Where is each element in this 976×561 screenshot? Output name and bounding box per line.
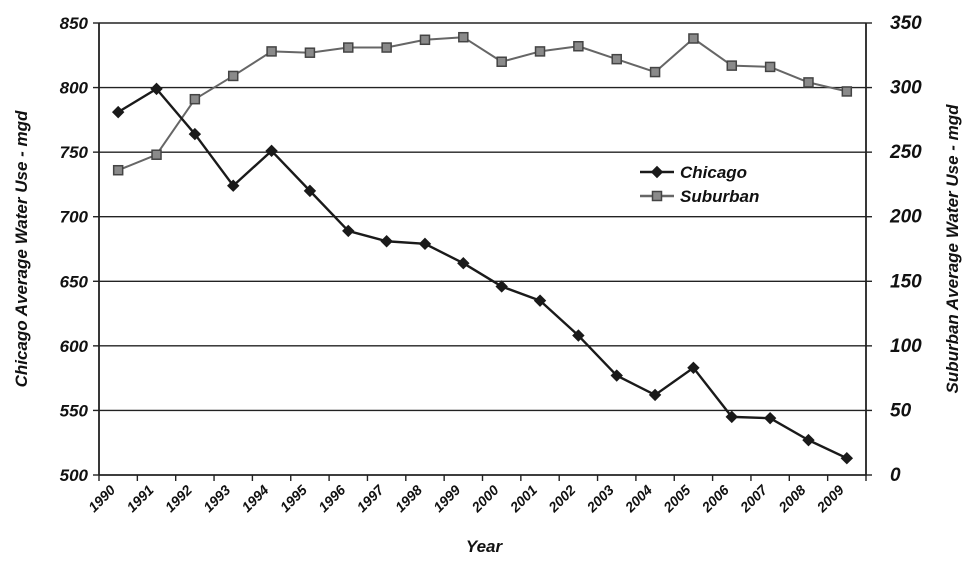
chicago-point bbox=[188, 127, 202, 141]
left-y-tick-label: 750 bbox=[60, 143, 89, 162]
legend-label-suburban: Suburban bbox=[680, 187, 759, 206]
x-tick-label: 1999 bbox=[430, 482, 463, 515]
right-y-tick-label: 0 bbox=[890, 465, 901, 486]
axes: 500 550 600 650 700 750 800 850 0 50 100 150 200 250 3… bbox=[60, 13, 923, 516]
right-y-tick-label: 300 bbox=[890, 78, 922, 99]
suburban-point bbox=[841, 86, 853, 97]
chicago-point bbox=[227, 179, 240, 192]
series bbox=[111, 31, 854, 465]
legend-item-chicago: Chicago bbox=[640, 163, 747, 182]
right-y-tick-label: 250 bbox=[889, 142, 922, 163]
suburban-point bbox=[266, 46, 277, 57]
legend-swatch-marker bbox=[650, 165, 664, 179]
suburban-point bbox=[112, 164, 124, 176]
right-y-axis-title: Suburban Average Water Use - mgd bbox=[943, 104, 962, 394]
x-tick-label: 2008 bbox=[775, 482, 809, 516]
right-y-tick-label: 100 bbox=[890, 336, 922, 357]
legend-swatch-marker bbox=[651, 190, 663, 202]
chicago-point bbox=[533, 294, 547, 307]
x-tick-label: 1991 bbox=[123, 482, 156, 515]
series-chicago bbox=[111, 82, 854, 465]
gridlines bbox=[99, 22, 866, 412]
suburban-point bbox=[151, 149, 162, 160]
chicago-point bbox=[495, 280, 508, 293]
suburban-point bbox=[496, 56, 507, 67]
right-y-tick-label: 200 bbox=[889, 207, 922, 228]
x-tick-label: 2002 bbox=[544, 482, 578, 516]
left-y-tick-label: 600 bbox=[60, 337, 89, 356]
series-suburban bbox=[112, 31, 853, 176]
left-y-tick-label: 850 bbox=[60, 14, 89, 33]
right-y-tick-label: 50 bbox=[890, 400, 912, 421]
suburban-point bbox=[304, 47, 316, 58]
left-y-tick-label: 550 bbox=[60, 401, 89, 420]
suburban-point bbox=[688, 33, 699, 44]
left-y-tick-label: 500 bbox=[60, 466, 89, 485]
chicago-point bbox=[418, 237, 432, 251]
suburban-point bbox=[726, 60, 738, 71]
left-y-tick-label: 800 bbox=[60, 79, 89, 98]
x-tick-label: 1996 bbox=[315, 482, 348, 515]
x-tick-label: 2007 bbox=[736, 481, 771, 516]
x-tick-label: 1994 bbox=[238, 482, 271, 515]
suburban-point bbox=[611, 53, 622, 65]
chicago-point bbox=[150, 82, 163, 96]
chicago-point bbox=[342, 224, 355, 238]
suburban-point bbox=[227, 70, 239, 82]
chicago-point bbox=[840, 452, 854, 465]
x-tick-label: 1998 bbox=[392, 482, 425, 515]
chicago-point bbox=[687, 361, 700, 375]
right-y-tick-label: 150 bbox=[890, 271, 922, 292]
x-tick-label: 2000 bbox=[468, 482, 502, 516]
x-tick-label: 1990 bbox=[85, 482, 118, 515]
chicago-point bbox=[303, 184, 317, 198]
chicago-point bbox=[572, 329, 585, 342]
suburban-point bbox=[649, 66, 661, 78]
x-tick-label: 2005 bbox=[659, 482, 693, 516]
chicago-line bbox=[117, 87, 848, 460]
suburban-line bbox=[117, 36, 848, 172]
chicago-point bbox=[380, 235, 393, 248]
suburban-point bbox=[419, 34, 431, 46]
x-tick-label: 1995 bbox=[277, 482, 310, 515]
left-y-axis-title: Chicago Average Water Use - mgd bbox=[12, 110, 31, 387]
chicago-point bbox=[265, 144, 278, 158]
x-tick-label: 1997 bbox=[353, 481, 387, 515]
chicago-point bbox=[802, 433, 815, 447]
chicago-point bbox=[457, 256, 470, 270]
legend-item-suburban: Suburban bbox=[640, 187, 759, 206]
suburban-point bbox=[573, 40, 584, 52]
x-tick-label: 2001 bbox=[506, 482, 540, 516]
suburban-point bbox=[458, 31, 469, 43]
legend: Chicago Suburban bbox=[640, 163, 759, 206]
chicago-point bbox=[763, 411, 777, 425]
x-tick-label: 2004 bbox=[621, 482, 655, 516]
suburban-point bbox=[381, 42, 392, 53]
legend-label-chicago: Chicago bbox=[680, 163, 747, 182]
x-tick-label: 2003 bbox=[583, 482, 617, 516]
chicago-point bbox=[610, 369, 623, 382]
x-tick-label: 2009 bbox=[813, 482, 847, 516]
chicago-point bbox=[111, 105, 125, 119]
suburban-point bbox=[803, 77, 814, 88]
left-y-tick-label: 700 bbox=[60, 208, 89, 227]
right-y-tick-label: 350 bbox=[890, 13, 922, 34]
left-y-tick-label: 650 bbox=[60, 272, 89, 291]
x-tick-label: 1993 bbox=[200, 482, 233, 515]
x-tick-label: 2006 bbox=[698, 482, 732, 516]
suburban-point bbox=[534, 46, 546, 57]
chicago-point bbox=[648, 388, 662, 402]
suburban-point bbox=[764, 61, 776, 73]
chicago-point bbox=[725, 410, 738, 424]
suburban-point bbox=[343, 42, 354, 53]
suburban-point bbox=[189, 93, 201, 105]
x-axis-title: Year bbox=[466, 537, 504, 556]
x-tick-label: 1992 bbox=[162, 482, 195, 515]
